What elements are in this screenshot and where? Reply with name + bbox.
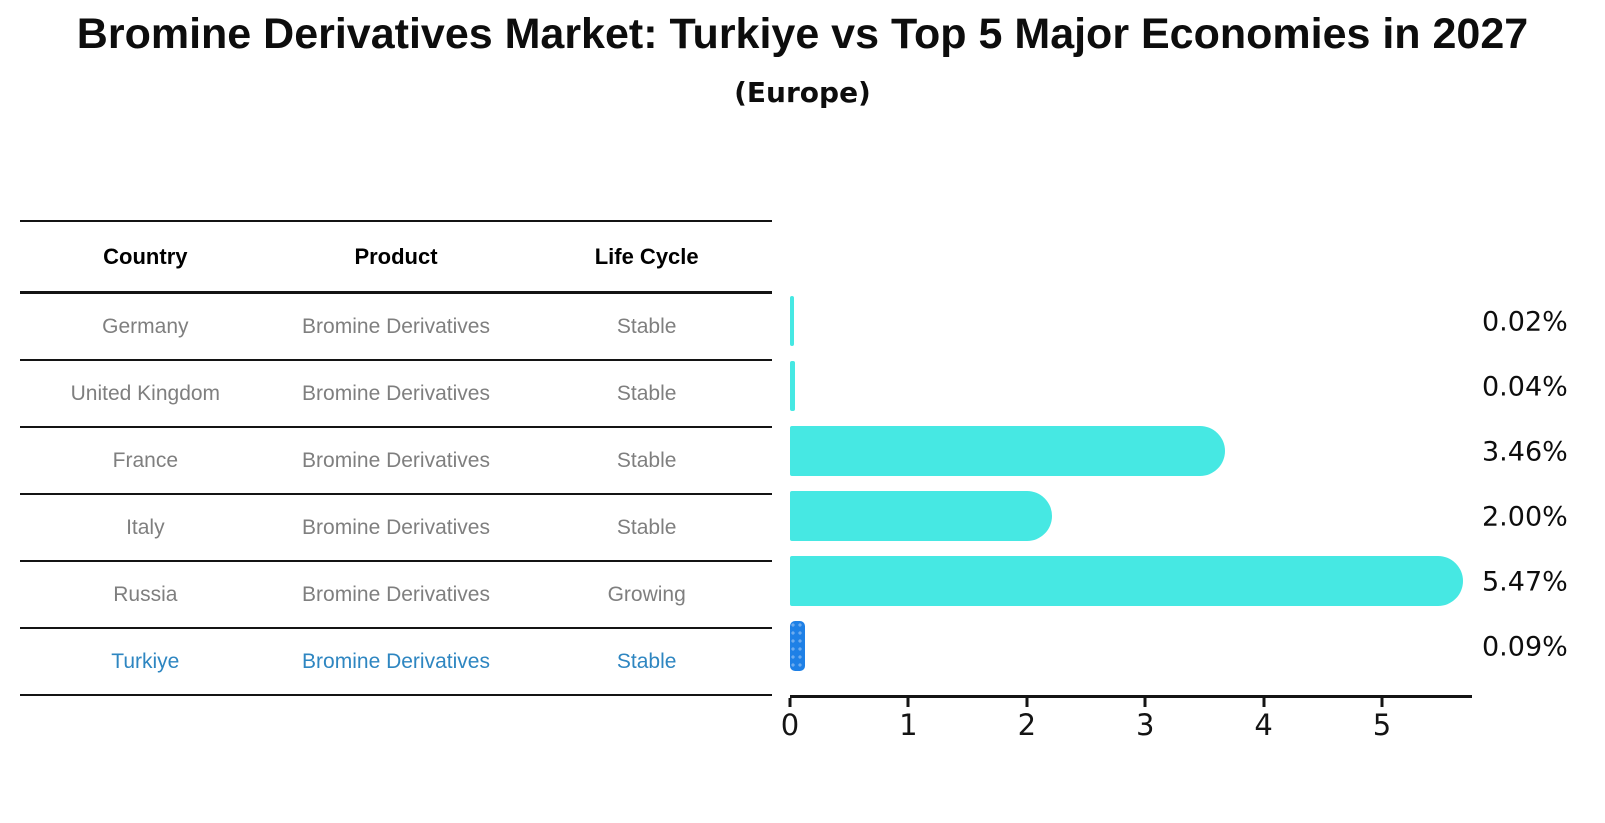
bar-russia — [790, 556, 1463, 606]
table-header-country: Country — [103, 243, 188, 269]
x-axis-tick-label-2: 2 — [1017, 708, 1037, 742]
table-cell-life-cycle: Stable — [616, 314, 677, 338]
x-axis-tick-label-3: 3 — [1135, 708, 1155, 742]
bar-row-turkiye: 0.09% — [790, 614, 1605, 679]
x-axis-tick-4 — [1262, 698, 1266, 707]
bar-row-united-kingdom: 0.04% — [790, 354, 1605, 419]
table-cell-life-cycle: Growing — [607, 582, 686, 606]
table-cell-country: Germany — [102, 314, 189, 338]
bar-turkiye — [790, 621, 805, 671]
table-header-row: Country Product Life Cycle — [20, 222, 772, 294]
table-row-turkiye: Turkiye Bromine Derivatives Stable — [20, 629, 772, 696]
bar-row-italy: 2.00% — [790, 484, 1605, 549]
table-cell-product: Bromine Derivatives — [302, 381, 490, 405]
table-row-united-kingdom: United Kingdom Bromine Derivatives Stable — [20, 361, 772, 428]
table-row-france: France Bromine Derivatives Stable — [20, 428, 772, 495]
x-axis: 0 1 2 3 4 5 — [781, 695, 1472, 750]
value-label-turkiye: 0.09% — [1482, 631, 1568, 662]
x-axis-tick-label-4: 4 — [1254, 708, 1273, 742]
comparison-table: Country Product Life Cycle Germany Bromin… — [20, 220, 772, 696]
bar-france — [790, 426, 1225, 476]
bar-plot-area: 0.02% 0.04% 3.46% 2.00% 5.47% 0.09% — [790, 289, 1605, 679]
bar-row-france: 3.46% — [790, 419, 1605, 484]
value-label-france: 3.46% — [1482, 436, 1568, 467]
chart-subtitle: (Europe) — [734, 76, 871, 109]
bar-row-germany: 0.02% — [790, 289, 1605, 354]
table-cell-country: United Kingdom — [70, 381, 221, 405]
value-label-italy: 2.00% — [1482, 501, 1568, 532]
table-cell-life-cycle: Stable — [616, 649, 677, 673]
table-cell-product: Bromine Derivatives — [302, 314, 490, 338]
table-cell-country: Turkiye — [111, 649, 180, 673]
table-cell-product: Bromine Derivatives — [302, 649, 490, 673]
table-cell-country: France — [112, 448, 179, 472]
bar-italy — [790, 491, 1052, 541]
table-header-product: Product — [354, 243, 438, 269]
x-axis-tick-label-5: 5 — [1372, 708, 1392, 742]
bar-row-russia: 5.47% — [790, 549, 1605, 614]
x-axis-tick-2 — [1025, 698, 1029, 707]
table-cell-product: Bromine Derivatives — [302, 515, 490, 539]
value-label-germany: 0.02% — [1482, 306, 1568, 337]
x-axis-tick-label-1: 1 — [899, 708, 918, 742]
value-label-united-kingdom: 0.04% — [1482, 371, 1568, 402]
table-row-italy: Italy Bromine Derivatives Stable — [20, 495, 772, 562]
table-cell-life-cycle: Stable — [616, 381, 677, 405]
table-cell-country: Italy — [126, 515, 165, 539]
table-header-life-cycle: Life Cycle — [594, 243, 699, 269]
bar-united-kingdom — [790, 361, 795, 411]
table-row-germany: Germany Bromine Derivatives Stable — [20, 294, 772, 361]
table-cell-country: Russia — [113, 582, 178, 606]
x-axis-tick-0 — [788, 698, 792, 707]
table-cell-life-cycle: Stable — [616, 515, 677, 539]
x-axis-line — [790, 695, 1472, 698]
table-cell-life-cycle: Stable — [616, 448, 677, 472]
x-axis-tick-3 — [1143, 698, 1147, 707]
table-cell-product: Bromine Derivatives — [302, 448, 490, 472]
value-label-russia: 5.47% — [1482, 566, 1568, 597]
table-cell-product: Bromine Derivatives — [302, 582, 490, 606]
x-axis-tick-label-0: 0 — [780, 708, 800, 742]
x-axis-tick-1 — [906, 698, 910, 707]
bar-germany — [790, 296, 794, 346]
x-axis-tick-5 — [1380, 698, 1384, 707]
chart-title: Bromine Derivatives Market: Turkiye vs T… — [76, 10, 1529, 58]
table-row-russia: Russia Bromine Derivatives Growing — [20, 562, 772, 629]
